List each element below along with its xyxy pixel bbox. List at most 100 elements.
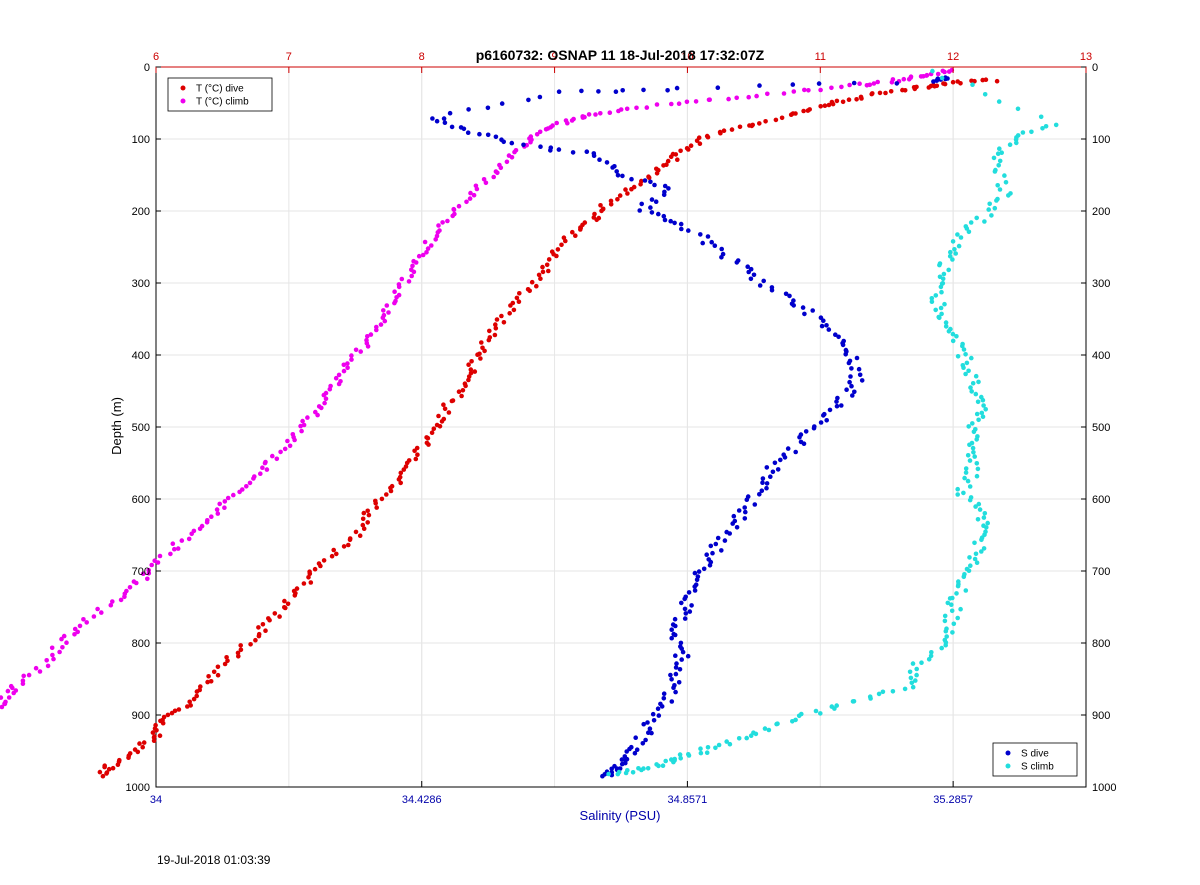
data-point (599, 208, 604, 214)
data-point (11, 690, 16, 696)
data-point (104, 771, 109, 776)
data-point (466, 374, 472, 379)
data-point (493, 134, 499, 140)
data-point (59, 636, 64, 642)
data-point (509, 155, 515, 160)
y-tick-label-left: 0 (144, 62, 150, 74)
data-point (321, 558, 327, 563)
data-point (844, 387, 849, 393)
data-point (951, 621, 957, 627)
y-tick-label-left: 600 (132, 494, 150, 506)
data-point (381, 308, 386, 313)
data-point (345, 365, 350, 371)
data-point (26, 672, 32, 678)
data-point (429, 243, 434, 248)
data-point (662, 217, 668, 223)
data-point (409, 273, 415, 279)
data-point (888, 89, 894, 94)
data-point (50, 652, 55, 658)
data-point (579, 88, 584, 94)
data-point (692, 570, 698, 576)
data-point (938, 284, 944, 290)
data-point (707, 563, 713, 568)
data-point (662, 183, 668, 189)
data-point (968, 563, 973, 568)
data-point (672, 616, 678, 622)
data-point (214, 507, 220, 512)
data-point (698, 750, 704, 756)
data-point (256, 625, 261, 630)
data-point (967, 555, 972, 560)
data-point (285, 601, 291, 607)
x-tick-label-top: 13 (1080, 51, 1092, 63)
data-point (656, 713, 662, 718)
data-point (679, 646, 684, 651)
data-point (834, 98, 840, 104)
data-point (151, 735, 157, 740)
data-point (33, 665, 39, 671)
data-point (964, 226, 970, 231)
data-point (676, 680, 682, 685)
data-point (999, 150, 1004, 155)
y-tick-label-right: 500 (1092, 422, 1110, 434)
data-point (586, 112, 592, 117)
data-point (967, 484, 973, 489)
data-point (747, 123, 752, 128)
data-point (580, 115, 586, 120)
data-point (412, 448, 417, 454)
data-point (972, 556, 978, 562)
data-point (465, 130, 471, 135)
data-point (929, 299, 935, 305)
data-point (186, 536, 192, 542)
data-point (608, 202, 614, 207)
y-tick-label-left: 500 (132, 422, 150, 434)
data-point (100, 773, 106, 779)
data-point (757, 492, 762, 497)
data-point (949, 608, 955, 614)
data-point (422, 239, 428, 245)
x-tick-label-top: 11 (815, 51, 826, 63)
data-point (501, 139, 507, 145)
data-point (769, 287, 775, 293)
data-point (955, 354, 961, 359)
data-point (110, 765, 116, 771)
data-point (425, 435, 431, 441)
data-point (955, 79, 960, 84)
data-point (225, 658, 230, 664)
data-point (742, 505, 747, 510)
data-point (655, 706, 661, 711)
data-point (146, 571, 152, 576)
data-point (790, 719, 795, 724)
data-point (788, 112, 794, 117)
data-point (902, 686, 908, 692)
x-tick-label-top: 8 (419, 51, 425, 63)
data-point (761, 278, 766, 284)
data-point (336, 372, 342, 378)
data-point (748, 733, 754, 738)
data-point (693, 99, 699, 104)
data-point (1003, 180, 1009, 185)
data-point (499, 313, 504, 319)
data-point (646, 175, 652, 180)
data-point (833, 332, 838, 338)
data-point (964, 360, 970, 366)
data-point (953, 251, 958, 256)
data-point (323, 396, 329, 402)
data-point (678, 221, 684, 227)
data-point (678, 756, 683, 761)
data-point (194, 689, 200, 694)
data-point (641, 721, 646, 727)
data-point (209, 514, 214, 519)
data-point (625, 191, 630, 196)
y-tick-label-left: 100 (132, 134, 150, 146)
data-point (467, 196, 473, 201)
data-point (954, 591, 959, 596)
y-tick-label-left: 200 (132, 206, 150, 218)
data-point (483, 180, 489, 186)
data-point (859, 96, 864, 101)
data-point (439, 419, 445, 424)
data-point (727, 741, 733, 747)
data-point (912, 86, 918, 92)
data-point (197, 526, 203, 532)
data-point (665, 158, 671, 164)
